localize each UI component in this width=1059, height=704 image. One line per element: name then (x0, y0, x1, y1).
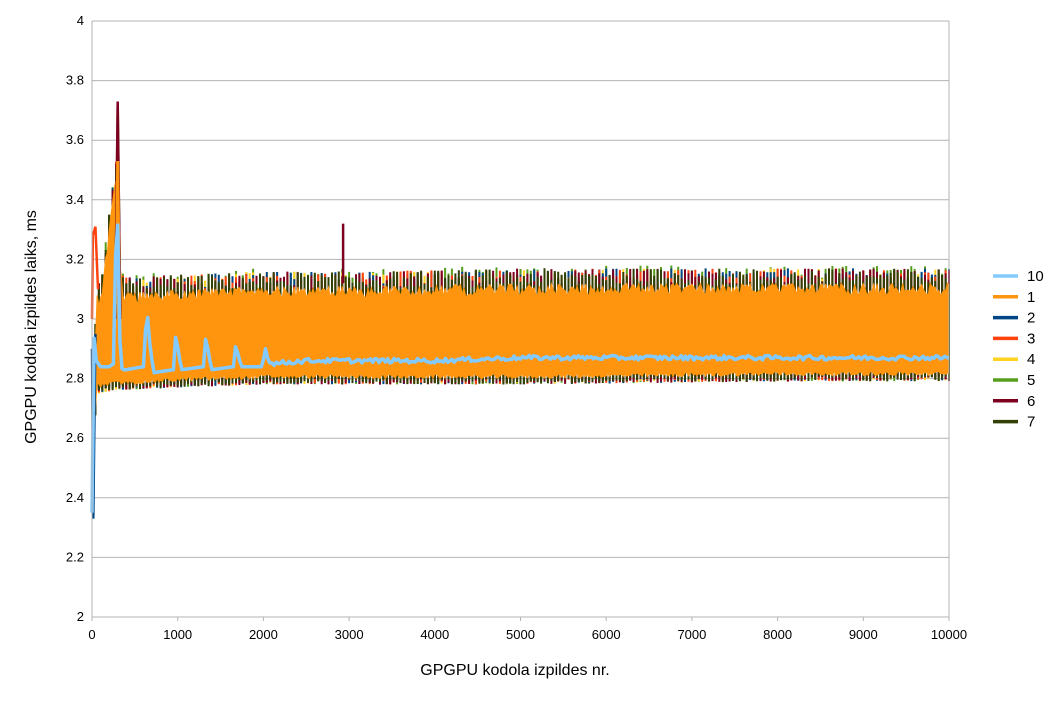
y-tick-label: 3.2 (66, 251, 84, 266)
axis-layer: 2 2.2 2.4 2.6 2.8 3 3.2 3.4 3.6 3.8 4 0 1000 2000 3000… (66, 13, 967, 642)
legend-label: 10 (1027, 268, 1044, 285)
legend-item-3: 3 (993, 330, 1035, 347)
y-tick-label: 2.6 (66, 430, 84, 445)
legend-item-5: 5 (993, 372, 1035, 389)
x-tick-label: 5000 (506, 627, 535, 642)
y-tick-label: 2.2 (66, 549, 84, 564)
legend-item-1: 1 (993, 289, 1035, 306)
legend-item-6: 6 (993, 393, 1035, 410)
y-tick-label: 4 (77, 13, 84, 28)
legend-label: 6 (1027, 393, 1035, 410)
y-tick-label: 2.8 (66, 371, 84, 386)
series-band-layer (91, 161, 950, 505)
series-10-line (90, 223, 950, 513)
x-tick-label: 2000 (249, 627, 278, 642)
legend-label: 2 (1027, 310, 1035, 327)
x-tick-label: 6000 (592, 627, 621, 642)
x-tick-label: 4000 (420, 627, 449, 642)
legend-item-10: 10 (993, 268, 1044, 285)
legend-label: 3 (1027, 330, 1035, 347)
legend-item-7: 7 (993, 414, 1035, 431)
y-tick-label: 3.6 (66, 132, 84, 147)
legend: 10 1 2 3 4 5 6 7 (993, 268, 1044, 431)
x-axis-label: GPGPU kodola izpildes nr. (420, 662, 609, 679)
y-tick-label: 2.4 (66, 490, 84, 505)
legend-label: 1 (1027, 289, 1035, 306)
series-1-band (91, 161, 950, 505)
x-tick-label: 10000 (931, 627, 967, 642)
x-tick-label: 9000 (849, 627, 878, 642)
legend-label: 5 (1027, 372, 1035, 389)
y-tick-label: 3.8 (66, 73, 84, 88)
series-line-layer (90, 101, 950, 519)
y-tick-label: 2 (77, 609, 84, 624)
x-tick-label: 0 (88, 627, 95, 642)
legend-item-2: 2 (993, 310, 1035, 327)
x-tick-label: 7000 (677, 627, 706, 642)
x-tick-label: 1000 (163, 627, 192, 642)
y-tick-label: 3 (77, 311, 84, 326)
x-tick-label: 3000 (335, 627, 364, 642)
legend-label: 4 (1027, 351, 1035, 368)
x-tick-label: 8000 (763, 627, 792, 642)
legend-label: 7 (1027, 414, 1035, 431)
legend-item-4: 4 (993, 351, 1035, 368)
y-axis-label: GPGPU kodola izpildes laiks, ms (23, 210, 40, 444)
y-tick-label: 3.4 (66, 192, 84, 207)
